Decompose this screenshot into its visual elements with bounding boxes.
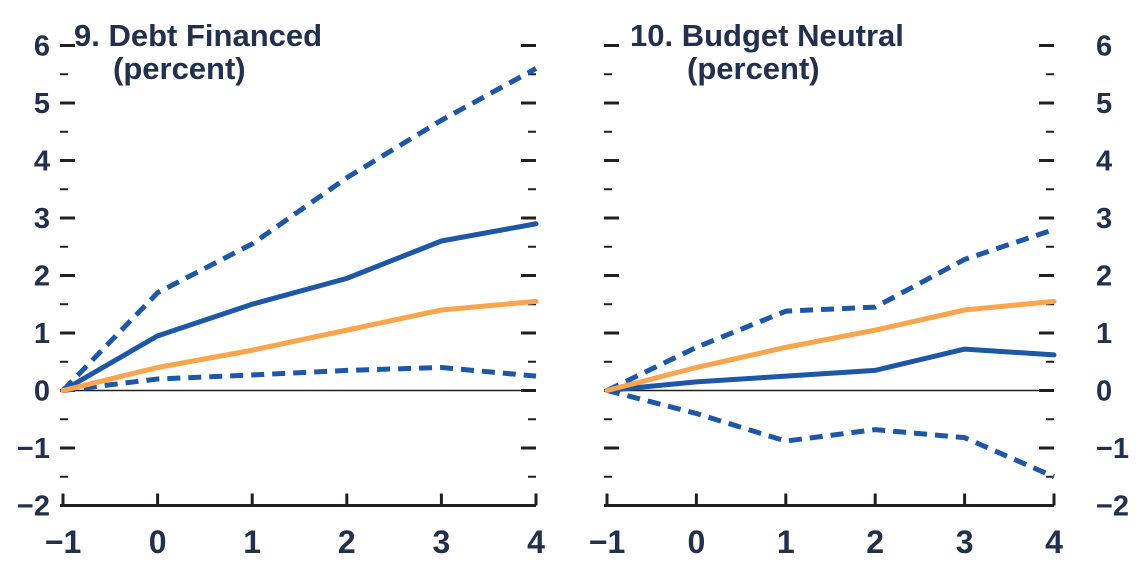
y-axis-label: 4 <box>1096 146 1112 178</box>
panel2-title: 10. Budget Neutral <box>630 18 904 53</box>
x-axis-label: 0 <box>688 524 706 560</box>
series-solid-blue-line <box>604 346 1057 393</box>
panel2-subtitle: (percent) <box>687 51 820 86</box>
y-axis-label: 0 <box>1096 376 1112 408</box>
y-axis-label: 0 <box>34 376 50 408</box>
x-axis-label: 1 <box>243 524 261 560</box>
x-axis-label: 3 <box>956 524 974 560</box>
y-axis-label: 1 <box>1096 318 1112 350</box>
series-solid-blue-line <box>60 221 539 393</box>
series-lower-dashed-band <box>606 388 1056 480</box>
x-axis-label: 0 <box>149 524 167 560</box>
series-upper-dashed-band <box>605 227 1055 393</box>
x-axis-label: 4 <box>1045 524 1063 560</box>
x-axis-label: 2 <box>866 524 884 560</box>
x-axis-label: 4 <box>527 524 545 560</box>
y-axis-label: −1 <box>1096 433 1129 465</box>
y-axis-label: −2 <box>17 491 50 523</box>
x-axis-label: −1 <box>45 524 81 560</box>
series-upper-dashed-band <box>61 66 538 393</box>
y-axis-label: 5 <box>34 88 50 120</box>
x-axis-label: 3 <box>433 524 451 560</box>
panel1-subtitle: (percent) <box>113 51 246 86</box>
panel1-title: 9. Debt Financed <box>74 18 322 53</box>
y-axis-label: 6 <box>34 31 50 63</box>
y-axis-label: 2 <box>34 261 50 293</box>
panel-2: −2 −1 0 1 2 3 4 5 6 −1 0 1 2 3 4 <box>589 31 1129 561</box>
y-axis-label: 3 <box>1096 203 1112 235</box>
series-orange-line <box>604 298 1057 393</box>
y-axis-label: 3 <box>34 203 50 235</box>
y-axis-label: 1 <box>34 318 50 350</box>
y-axis-label: −1 <box>17 433 50 465</box>
y-axis-label: 5 <box>1096 88 1112 120</box>
series-orange-line <box>60 298 539 393</box>
y-axis-label: 4 <box>34 146 50 178</box>
x-axis-label: 2 <box>338 524 356 560</box>
series-lower-dashed-band <box>62 365 537 393</box>
y-axis-label: 2 <box>1096 261 1112 293</box>
x-axis-label: 1 <box>777 524 795 560</box>
x-axis-label: −1 <box>589 524 625 560</box>
y-axis-label: 6 <box>1096 31 1112 63</box>
y-axis-label: −2 <box>1096 491 1129 523</box>
